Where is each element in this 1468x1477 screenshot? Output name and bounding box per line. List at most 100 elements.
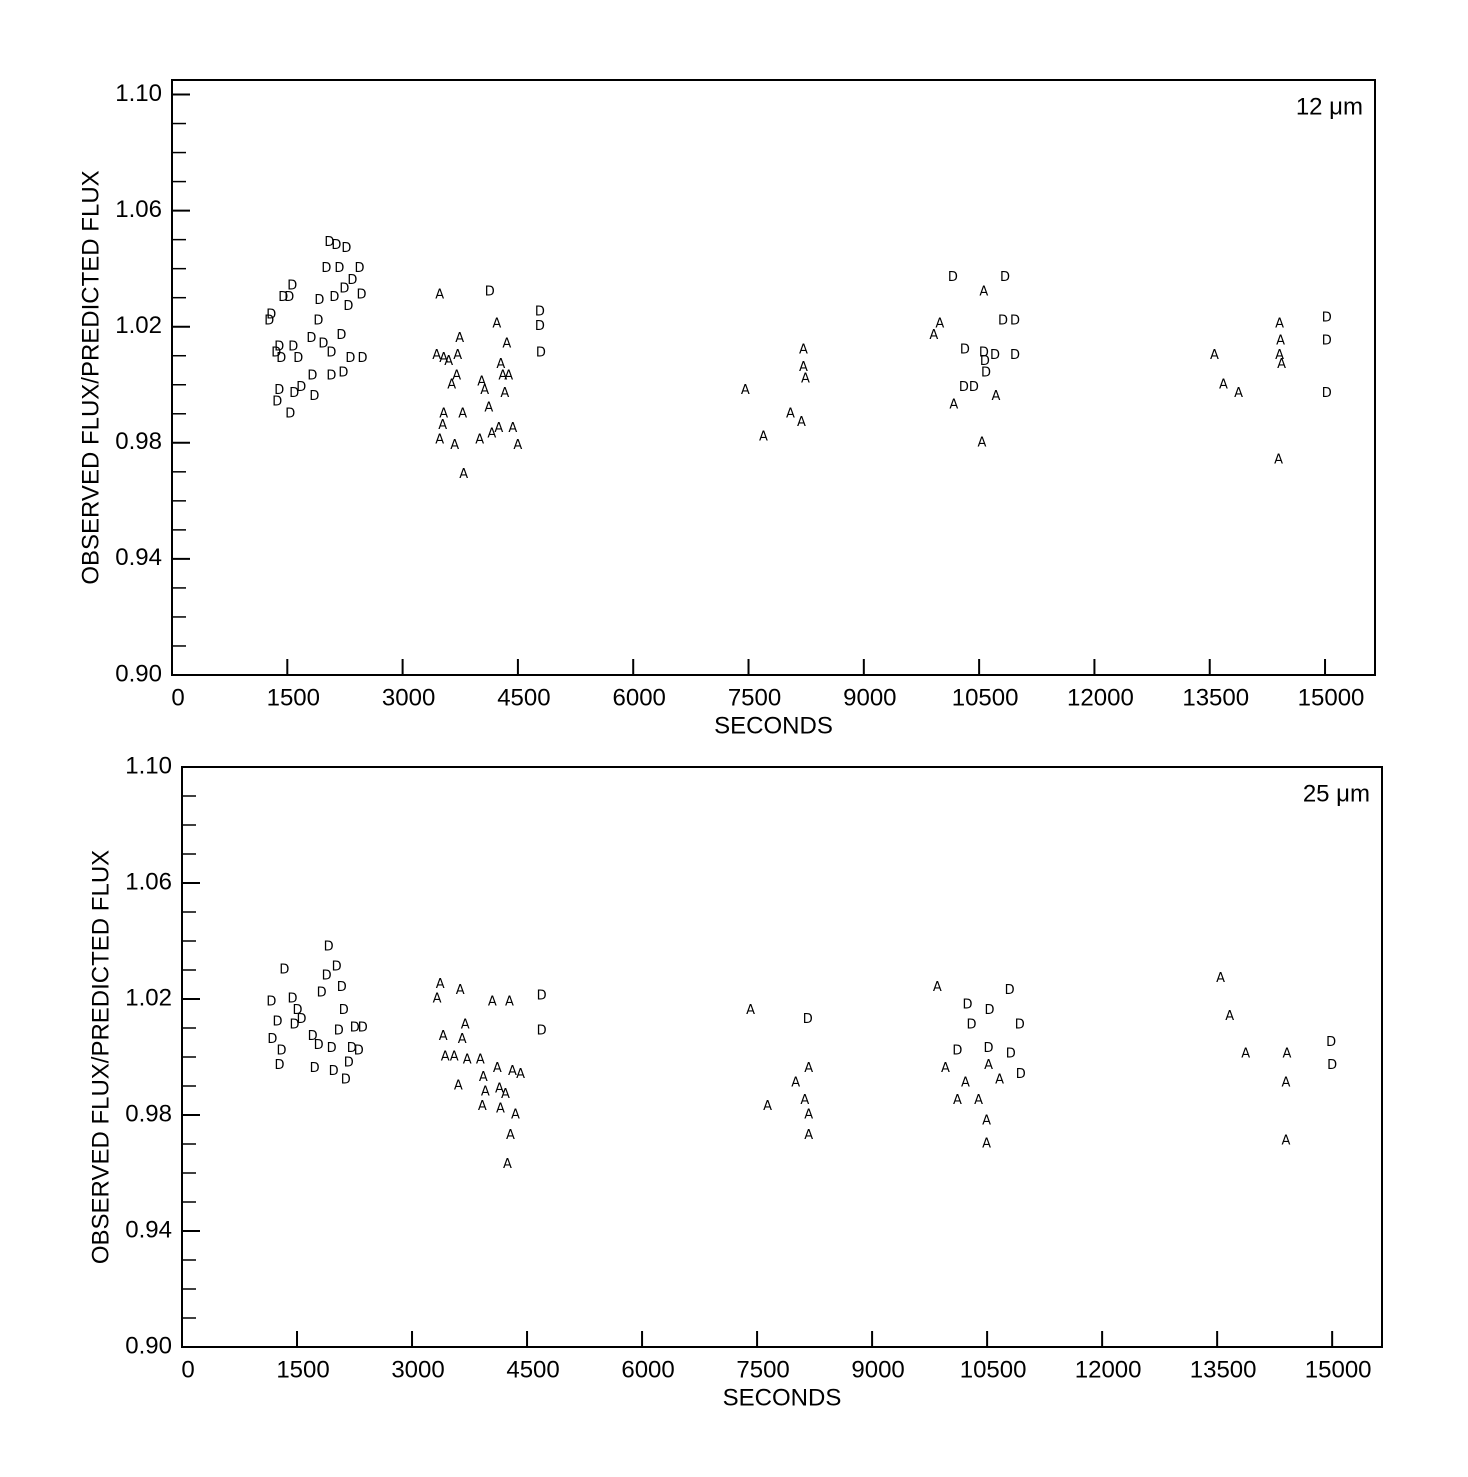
x-tick-label: 15000 bbox=[1298, 684, 1365, 711]
x-tick-label: 0 bbox=[171, 684, 184, 711]
marker: D bbox=[1326, 1035, 1336, 1050]
x-tick-label: 9000 bbox=[843, 684, 896, 711]
marker: D bbox=[326, 369, 336, 384]
marker: D bbox=[339, 1003, 349, 1018]
marker: A bbox=[982, 1113, 991, 1128]
marker: A bbox=[799, 342, 808, 357]
marker: A bbox=[458, 406, 467, 421]
marker: D bbox=[347, 273, 357, 288]
marker: D bbox=[1322, 386, 1332, 401]
marker: D bbox=[998, 313, 1008, 328]
marker: A bbox=[494, 421, 503, 436]
marker: A bbox=[477, 374, 486, 389]
marker: D bbox=[274, 340, 284, 355]
marker: D bbox=[284, 290, 294, 305]
marker: D bbox=[959, 380, 969, 395]
x-tick-label: 10500 bbox=[952, 684, 1019, 711]
marker: A bbox=[432, 348, 441, 363]
marker: A bbox=[480, 383, 489, 398]
marker: A bbox=[452, 369, 461, 384]
marker: A bbox=[439, 351, 448, 366]
marker: A bbox=[481, 1084, 490, 1099]
marker: A bbox=[496, 357, 505, 372]
marker: D bbox=[314, 293, 324, 308]
marker: D bbox=[329, 1064, 339, 1079]
marker: D bbox=[1000, 270, 1010, 285]
marker: D bbox=[287, 992, 297, 1007]
x-tick-label: 9000 bbox=[851, 1356, 904, 1383]
marker: A bbox=[797, 415, 806, 430]
marker: A bbox=[447, 377, 456, 392]
x-tick-label: 13500 bbox=[1182, 684, 1249, 711]
marker: D bbox=[338, 366, 348, 381]
marker: A bbox=[508, 421, 517, 436]
marker: D bbox=[326, 345, 336, 360]
marker: A bbox=[438, 418, 447, 433]
marker: A bbox=[974, 1093, 983, 1108]
y-tick-label: 0.94 bbox=[125, 1216, 172, 1243]
marker: D bbox=[289, 1018, 299, 1033]
marker: D bbox=[354, 1044, 364, 1059]
x-tick-label: 7500 bbox=[728, 684, 781, 711]
marker: D bbox=[271, 345, 281, 360]
marker: D bbox=[803, 1012, 813, 1027]
marker: A bbox=[511, 1108, 520, 1123]
annotation: 12 μm bbox=[1296, 93, 1363, 120]
marker: A bbox=[439, 406, 448, 421]
marker: A bbox=[759, 430, 768, 445]
marker: D bbox=[293, 351, 303, 366]
marker: A bbox=[433, 992, 442, 1007]
marker: A bbox=[791, 1076, 800, 1091]
marker: D bbox=[309, 389, 319, 404]
x-tick-label: 12000 bbox=[1067, 684, 1134, 711]
x-tick-label: 3000 bbox=[382, 684, 435, 711]
marker: D bbox=[344, 1055, 354, 1070]
marker: A bbox=[1225, 1009, 1234, 1024]
marker: D bbox=[1015, 1018, 1025, 1033]
marker: D bbox=[960, 342, 970, 357]
marker: D bbox=[272, 1015, 282, 1030]
marker: A bbox=[435, 287, 444, 302]
marker: D bbox=[356, 287, 366, 302]
marker: D bbox=[317, 986, 327, 1001]
marker: A bbox=[949, 398, 958, 413]
marker: A bbox=[516, 1067, 525, 1082]
marker: D bbox=[345, 351, 355, 366]
marker: D bbox=[331, 238, 341, 253]
y-tick-label: 1.02 bbox=[115, 312, 162, 339]
marker: A bbox=[463, 1052, 472, 1067]
marker: A bbox=[1281, 1134, 1290, 1149]
marker: D bbox=[289, 386, 299, 401]
marker: D bbox=[337, 980, 347, 995]
marker: A bbox=[484, 400, 493, 415]
marker: D bbox=[276, 1044, 286, 1059]
marker: A bbox=[992, 389, 1001, 404]
marker: A bbox=[804, 1128, 813, 1143]
marker: A bbox=[933, 980, 942, 995]
marker: D bbox=[272, 395, 282, 410]
marker: D bbox=[980, 354, 990, 369]
marker: A bbox=[458, 1032, 467, 1047]
marker: D bbox=[537, 1023, 547, 1038]
x-tick-label: 13500 bbox=[1190, 1356, 1257, 1383]
marker: D bbox=[347, 1041, 357, 1056]
marker: A bbox=[508, 1064, 517, 1079]
marker: D bbox=[990, 348, 1000, 363]
marker: A bbox=[444, 354, 453, 369]
marker: D bbox=[537, 989, 547, 1004]
y-tick-label: 1.06 bbox=[115, 196, 162, 223]
marker: A bbox=[799, 360, 808, 375]
marker: A bbox=[435, 432, 444, 447]
plot-frame bbox=[171, 79, 1376, 676]
marker: D bbox=[1322, 311, 1332, 326]
marker: D bbox=[324, 235, 334, 250]
marker: A bbox=[439, 1029, 448, 1044]
x-tick-label: 4500 bbox=[506, 1356, 559, 1383]
marker: D bbox=[1006, 1047, 1016, 1062]
marker: D bbox=[288, 340, 298, 355]
marker: D bbox=[969, 380, 979, 395]
marker: A bbox=[455, 331, 464, 346]
marker: A bbox=[763, 1099, 772, 1114]
marker: A bbox=[961, 1076, 970, 1091]
marker: D bbox=[981, 366, 991, 381]
